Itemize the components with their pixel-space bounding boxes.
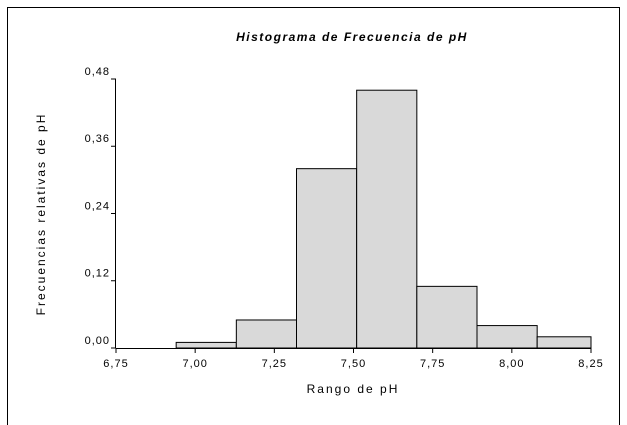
bar: [296, 168, 358, 349]
y-tick-label: 0,00: [85, 335, 110, 347]
y-tick-label: 0,36: [85, 133, 110, 145]
y-axis-title: Frecuencias relativas de pH: [34, 113, 48, 316]
bar: [536, 336, 592, 349]
y-tick-label: 0,48: [85, 66, 110, 78]
bar: [235, 319, 297, 349]
x-tick-label: 7,75: [420, 358, 445, 370]
frame: [7, 7, 620, 425]
bar: [356, 89, 418, 349]
bar: [416, 285, 478, 349]
x-tick-label: 7,50: [341, 358, 366, 370]
x-axis-title: Rango de pH: [307, 382, 400, 396]
y-tick-label: 0,24: [85, 200, 110, 212]
x-tick-label: 7,25: [262, 358, 287, 370]
bar: [476, 325, 538, 349]
x-tick-label: 7,00: [182, 358, 207, 370]
x-tick-label: 8,00: [499, 358, 524, 370]
x-tick-label: 6,75: [103, 358, 128, 370]
chart-title: Histograma de Frecuencia de pH: [236, 30, 468, 44]
x-tick-label: 8,25: [578, 358, 603, 370]
y-tick-label: 0,12: [85, 268, 110, 280]
bar: [175, 341, 237, 349]
